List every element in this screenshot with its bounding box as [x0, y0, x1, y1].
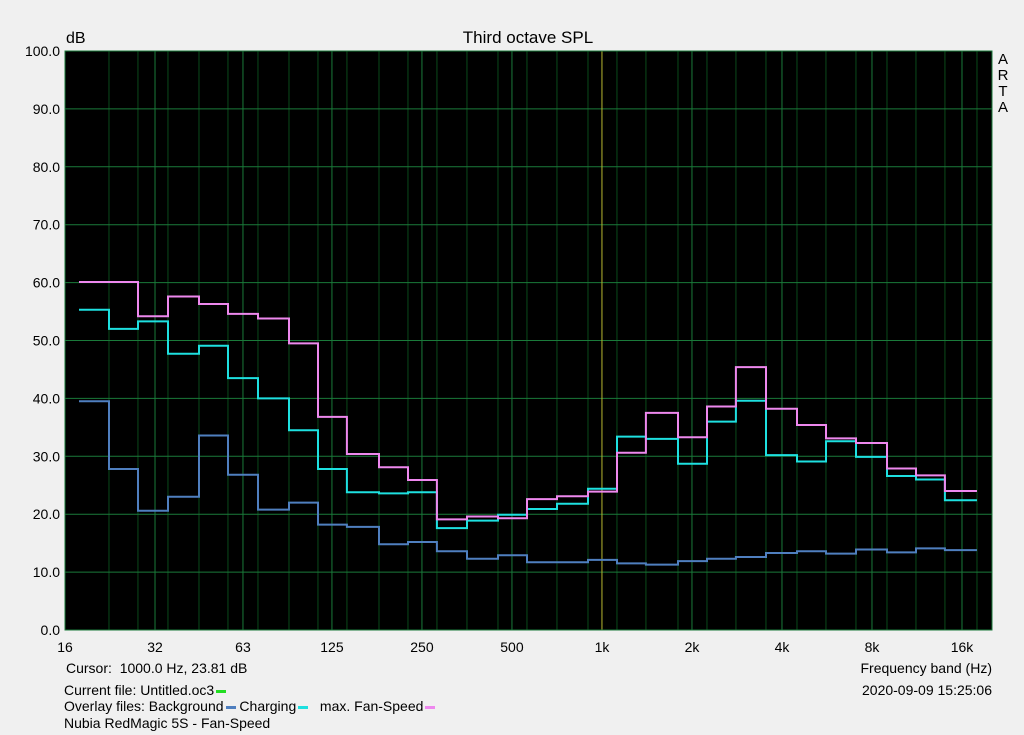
overlay-fan-label: max. Fan-Speed — [319, 698, 424, 714]
current-file-label: Current file: Untitled.oc3 — [64, 682, 215, 698]
y-axis-unit: dB — [66, 30, 86, 47]
y-tick-label: 40.0 — [33, 390, 60, 406]
side-letter: A — [997, 51, 1008, 68]
plot-border — [64, 50, 993, 631]
cursor-label: Cursor: — [66, 660, 112, 676]
grid — [64, 50, 993, 631]
y-tick-label: 100.0 — [25, 43, 60, 59]
series-layer — [79, 281, 977, 566]
charging-swatch — [298, 705, 309, 709]
x-tick-label: 63 — [235, 639, 251, 655]
cursor-value: 1000.0 Hz, 23.81 dB — [119, 660, 248, 676]
x-tick-label: 16k — [951, 639, 975, 655]
side-letter: T — [998, 83, 1008, 100]
y-tick-label: 60.0 — [33, 275, 60, 291]
series-line-max-fan-speed — [79, 281, 977, 521]
y-tick-label: 30.0 — [33, 448, 60, 464]
overlay-files: Overlay files: Background Charging max. … — [64, 698, 436, 714]
x-tick-label: 500 — [500, 639, 524, 655]
x-tick-label: 1k — [595, 639, 611, 655]
x-tick-label: 2k — [685, 639, 701, 655]
overlay-charging-label: Charging — [239, 698, 297, 714]
x-tick-label: 8k — [865, 639, 881, 655]
y-tick-label: 20.0 — [33, 506, 60, 522]
x-tick-label: 4k — [775, 639, 791, 655]
arta-side-label: A R T A — [996, 52, 1010, 116]
series-line-background — [79, 400, 977, 566]
side-letter: R — [997, 67, 1009, 84]
background-swatch — [225, 705, 236, 709]
x-tick-label: 250 — [410, 639, 434, 655]
overlay-background-label: Overlay files: Background — [64, 698, 224, 714]
fan-swatch — [425, 705, 436, 709]
current-file-swatch — [216, 689, 227, 693]
chart-title: Third octave SPL — [463, 28, 593, 47]
cursor-readout: Cursor: 1000.0 Hz, 23.81 dB — [66, 660, 247, 676]
y-tick-label: 90.0 — [33, 101, 60, 117]
side-letter: A — [997, 99, 1008, 116]
tick-labels: 0.0 10.0 20.0 30.0 40.0 50.0 60.0 70.0 80.0 90.0 1… — [25, 43, 974, 655]
x-axis-label: Frequency band (Hz) — [860, 660, 992, 676]
current-file: Current file: Untitled.oc3 — [64, 682, 227, 698]
device-name: Nubia RedMagic 5S - Fan-Speed — [64, 715, 271, 731]
x-tick-label: 32 — [147, 639, 163, 655]
y-tick-label: 70.0 — [33, 217, 60, 233]
y-tick-label: 80.0 — [33, 159, 60, 175]
y-tick-label: 0.0 — [41, 622, 61, 638]
x-tick-label: 125 — [320, 639, 344, 655]
timestamp: 2020-09-09 15:25:06 — [862, 682, 992, 698]
y-tick-label: 10.0 — [33, 564, 60, 580]
y-tick-label: 50.0 — [33, 333, 60, 349]
x-tick-label: 16 — [57, 639, 73, 655]
